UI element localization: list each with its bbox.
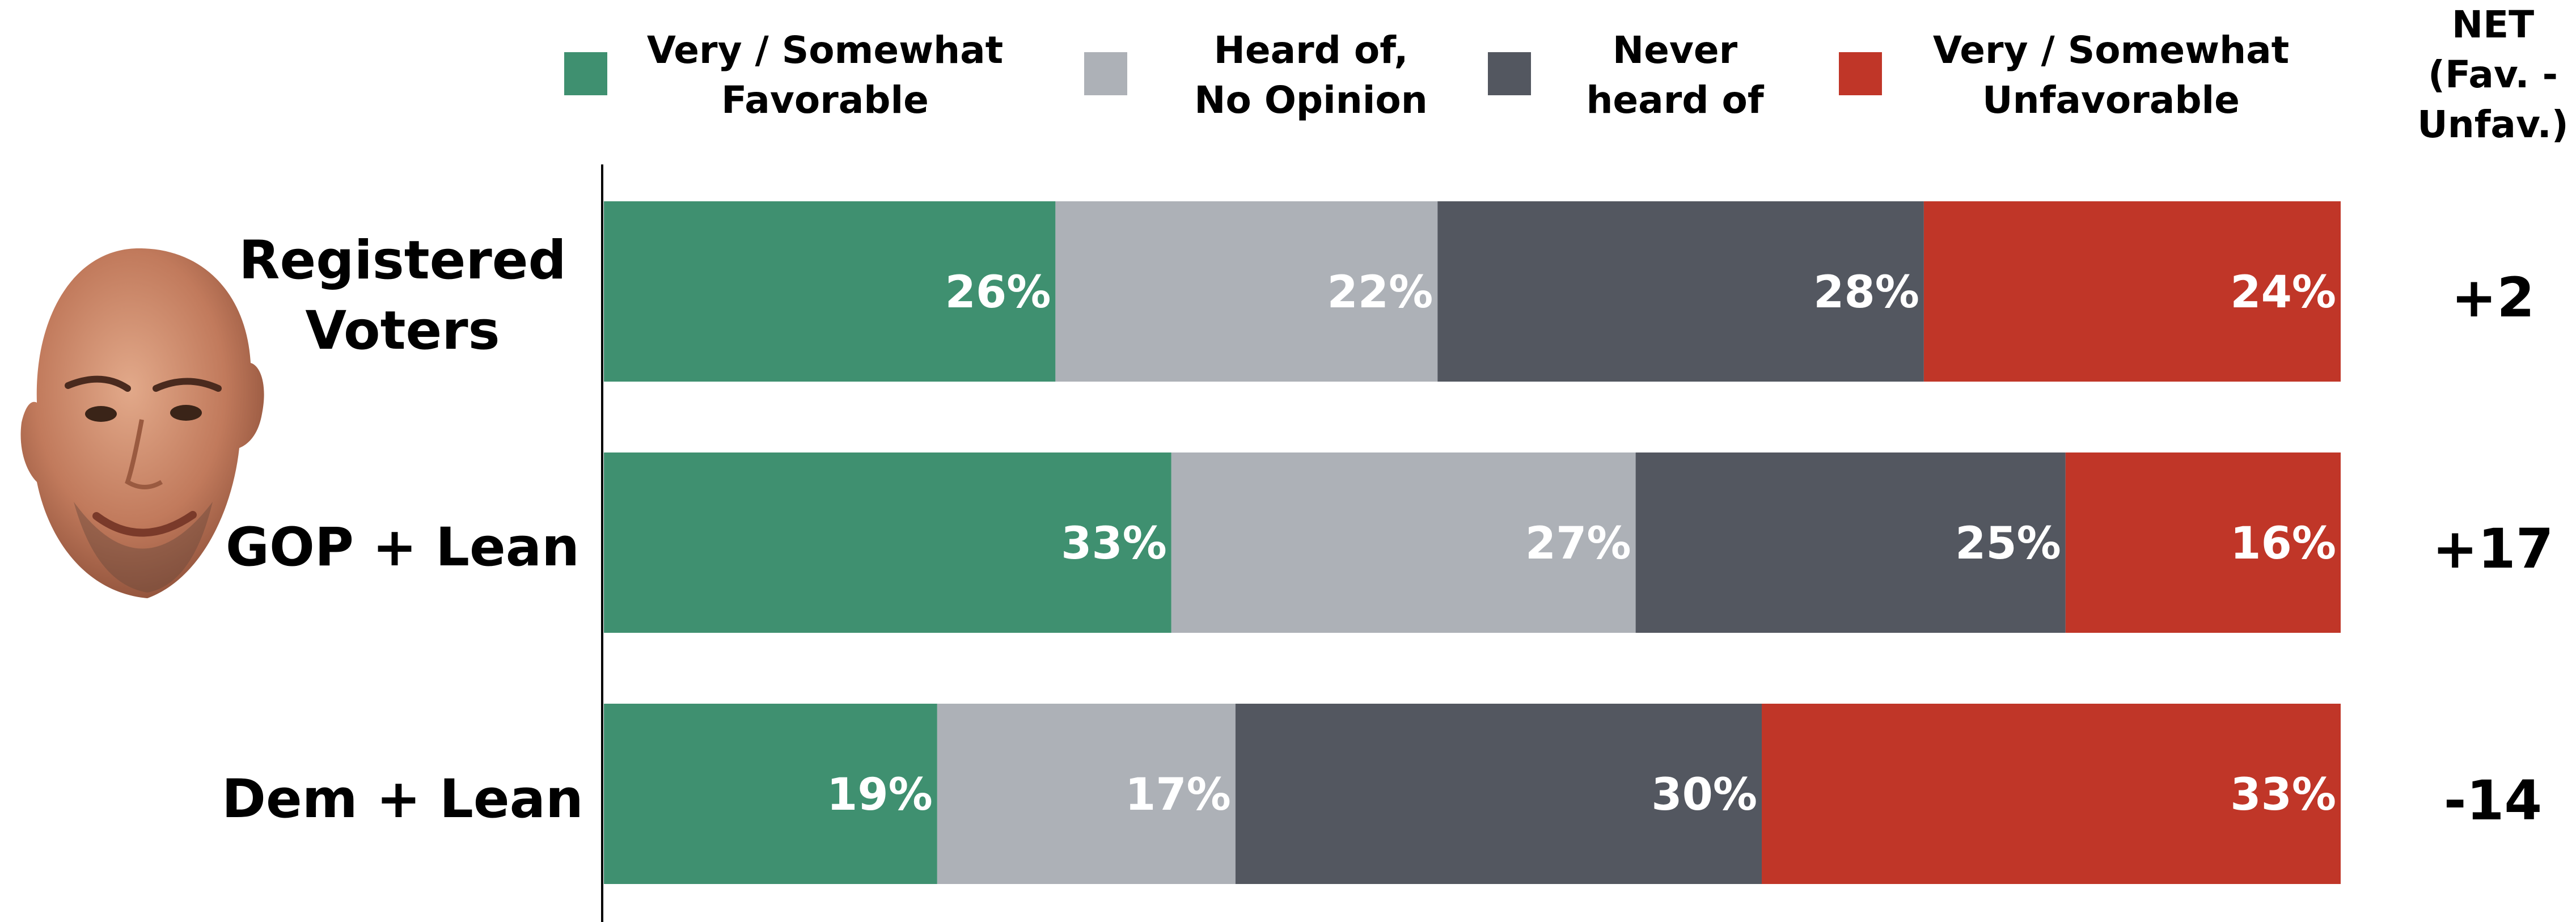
bar-gop-lean-favorable (604, 452, 1171, 633)
data-label-registered-voters-no-opinion: 22% (1327, 267, 1433, 318)
legend-swatch-unfavorable (1839, 52, 1882, 95)
legend-label-never-heard: Never heard of (1586, 28, 1764, 122)
legend-swatch-never-heard (1488, 52, 1531, 95)
bar-dem-lean-never-heard (1235, 704, 1762, 884)
data-label-dem-lean-unfavorable: 33% (2230, 769, 2336, 821)
legend-swatch-no-opinion (1084, 52, 1127, 95)
data-label-dem-lean-no-opinion: 17% (1125, 769, 1231, 821)
data-label-dem-lean-never-heard: 30% (1651, 769, 1757, 821)
data-label-dem-lean-favorable: 19% (827, 769, 933, 821)
row-label-registered-voters: Registered Voters (239, 230, 566, 362)
bar-gop-lean-no-opinion (1171, 452, 1636, 633)
net-value-registered-voters: +2 (2451, 266, 2535, 329)
data-label-registered-voters-unfavorable: 24% (2230, 267, 2336, 318)
bar-registered-voters-no-opinion (1055, 201, 1438, 382)
data-label-gop-lean-unfavorable: 16% (2230, 518, 2336, 569)
bar-registered-voters-unfavorable (1923, 201, 2341, 382)
bar-dem-lean-unfavorable (1762, 704, 2341, 884)
bar-dem-lean-favorable (604, 704, 937, 884)
legend-label-favorable: Very / Somewhat Favorable (646, 28, 1004, 122)
bar-gop-lean-unfavorable (2065, 452, 2341, 633)
net-column-header: NET (Fav. - Unfav.) (2417, 3, 2569, 146)
legend-swatch-favorable (564, 52, 607, 95)
data-label-registered-voters-never-heard: 28% (1813, 267, 1919, 318)
person-photo (20, 248, 264, 598)
data-label-gop-lean-no-opinion: 27% (1525, 518, 1631, 569)
legend-label-unfavorable: Very / Somewhat Unfavorable (1932, 28, 2290, 122)
bars-group: 26% 22% 28% 24% 33% 27% 25% 16% 19% 17% 30% 33% (604, 201, 2341, 884)
row-label-dem-lean: Dem + Lean (222, 768, 583, 830)
bar-registered-voters-favorable (604, 201, 1056, 382)
data-label-gop-lean-never-heard: 25% (1955, 518, 2061, 569)
bar-registered-voters-never-heard (1437, 201, 1924, 382)
net-value-dem-lean: -14 (2443, 769, 2543, 832)
bar-dem-lean-no-opinion (937, 704, 1236, 884)
net-value-gop-lean: +17 (2432, 517, 2554, 581)
legend-label-no-opinion: Heard of, No Opinion (1194, 28, 1428, 122)
data-label-gop-lean-favorable: 33% (1061, 518, 1167, 569)
row-label-gop-lean: GOP + Lean (225, 517, 580, 578)
bar-gop-lean-never-heard (1635, 452, 2066, 633)
data-label-registered-voters-favorable: 26% (945, 267, 1051, 318)
